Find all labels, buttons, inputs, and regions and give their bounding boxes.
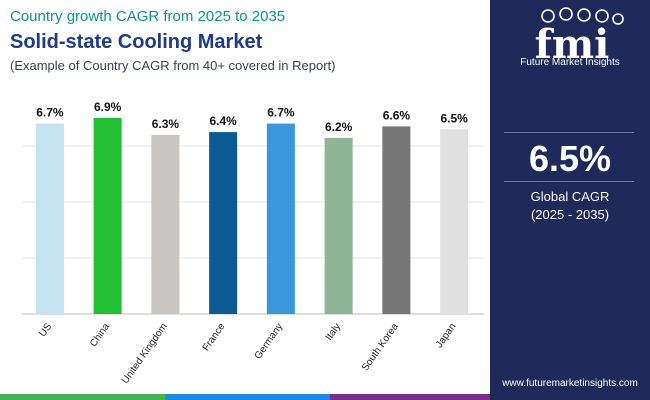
global-cagr-range: (2025 - 2035) bbox=[530, 207, 610, 222]
bar-chart: 6.7% US 6.9% China 6.3% United Kingdom 6.4% Fra… bbox=[0, 90, 490, 390]
global-cagr-value: 6.5% bbox=[528, 138, 612, 179]
data-label-us: 6.7% bbox=[36, 106, 64, 120]
logo-circle-icon-1 bbox=[541, 9, 555, 23]
global-cagr-label: Global CAGR bbox=[530, 189, 610, 204]
logo-circle-icon-4 bbox=[595, 9, 609, 23]
tick-label-south-korea: South Korea bbox=[360, 321, 401, 373]
tick-label-us: US bbox=[37, 321, 54, 339]
bar-south-korea bbox=[382, 126, 411, 314]
footer-color-bar bbox=[0, 394, 490, 400]
bar-france bbox=[209, 132, 238, 314]
data-label-france: 6.4% bbox=[209, 114, 237, 128]
bar-italy bbox=[324, 137, 353, 314]
divider-middle bbox=[504, 181, 634, 182]
website-link[interactable]: www.futuremarketinsights.com bbox=[502, 378, 638, 389]
data-label-italy: 6.2% bbox=[325, 120, 353, 134]
divider-top bbox=[504, 132, 634, 133]
tick-label-japan: Japan bbox=[434, 321, 459, 350]
data-label-japan: 6.5% bbox=[440, 111, 468, 125]
bar-united-kingdom bbox=[151, 134, 180, 314]
footer-bar-green bbox=[0, 394, 165, 400]
bar-china bbox=[93, 117, 122, 314]
chart-title: Solid-state Cooling Market bbox=[10, 31, 263, 53]
tick-label-germany: Germany bbox=[253, 321, 286, 361]
brand-name: Future Market Insights bbox=[520, 57, 620, 68]
bar-us bbox=[35, 123, 64, 314]
tick-label-united-kingdom: United Kingdom bbox=[120, 321, 170, 386]
tick-label-france: France bbox=[201, 321, 228, 353]
data-label-china: 6.9% bbox=[94, 100, 122, 114]
tick-label-italy: Italy bbox=[324, 321, 344, 342]
logo-circle-icon-5 bbox=[612, 13, 624, 25]
footer-bar-blue bbox=[165, 394, 330, 400]
chart-header: Country growth CAGR from 2025 to 2035 So… bbox=[10, 8, 480, 74]
data-label-united-kingdom: 6.3% bbox=[152, 117, 180, 131]
logo-circle-icon-3 bbox=[577, 8, 591, 22]
logo-circle-icon-2 bbox=[559, 7, 573, 21]
bar-chart-svg: 6.7% US 6.9% China 6.3% United Kingdom 6.4% Fra… bbox=[22, 100, 484, 386]
data-label-south-korea: 6.6% bbox=[383, 108, 411, 122]
fmi-logo: fmi bbox=[535, 7, 624, 68]
chart-subtitle: (Example of Country CAGR from 40+ covere… bbox=[10, 58, 336, 73]
bar-germany bbox=[266, 123, 295, 314]
tick-label-china: China bbox=[88, 321, 112, 349]
chart-supertitle: Country growth CAGR from 2025 to 2035 bbox=[10, 8, 286, 25]
data-label-germany: 6.7% bbox=[267, 106, 295, 120]
bar-japan bbox=[440, 129, 469, 314]
logo-wordmark: fmi bbox=[535, 21, 610, 68]
footer-bar-purple bbox=[330, 394, 490, 400]
sidebar-panel: fmi Future Market Insights 6.5% Global C… bbox=[490, 0, 650, 400]
